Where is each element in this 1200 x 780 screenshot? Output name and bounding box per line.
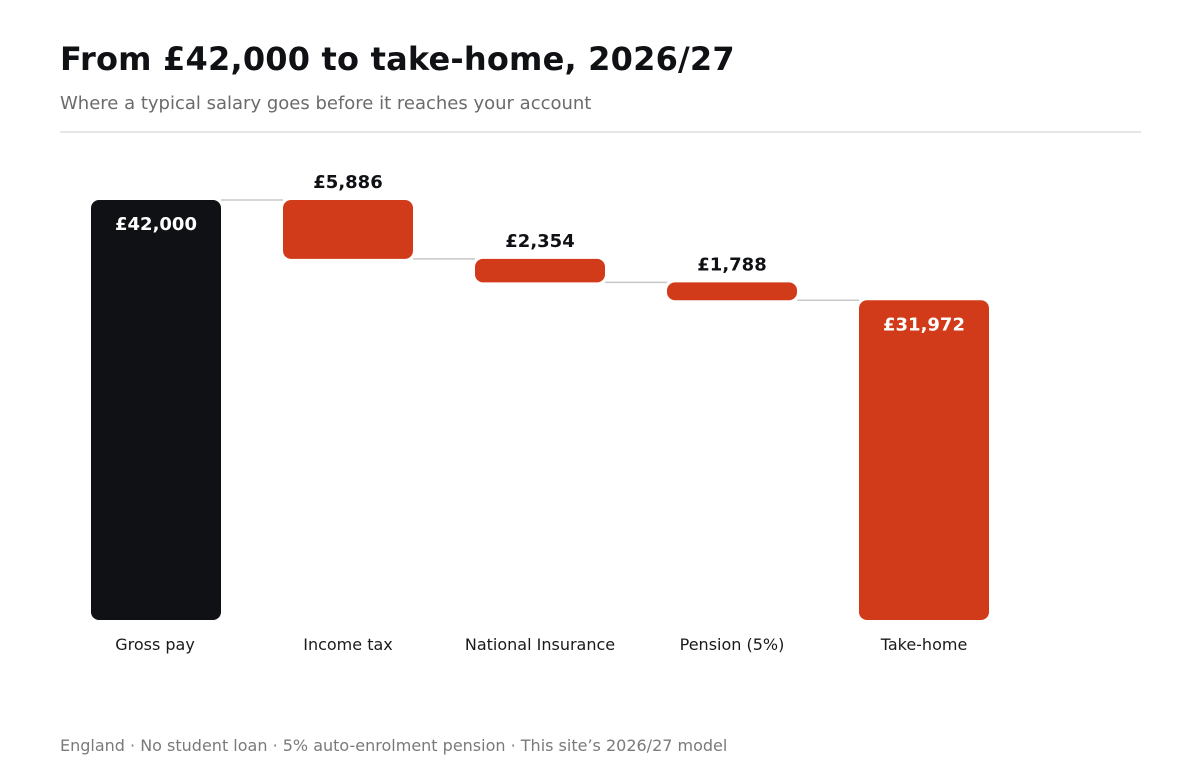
category-label-gross-pay: Gross pay — [115, 635, 195, 654]
category-label-take-home: Take-home — [880, 635, 968, 654]
footer-note: England · No student loan · 5% auto-enro… — [60, 736, 728, 755]
bar-gross-pay — [91, 200, 221, 620]
data-label-income-tax: £5,886 — [313, 172, 382, 193]
category-label-income-tax: Income tax — [303, 635, 393, 654]
bar-pension-5 — [667, 282, 797, 301]
data-label-gross-pay: £42,000 — [115, 214, 197, 235]
bar-take-home — [859, 300, 989, 620]
header-divider — [60, 131, 1141, 133]
category-label-pension-5: Pension (5%) — [680, 635, 785, 654]
data-label-pension-5: £1,788 — [697, 254, 766, 275]
data-label-take-home: £31,972 — [883, 314, 965, 335]
chart-subtitle: Where a typical salary goes before it re… — [60, 93, 592, 114]
bar-income-tax — [283, 200, 413, 259]
chart-title: From £42,000 to take-home, 2026/27 — [60, 40, 735, 78]
category-label-national-insurance: National Insurance — [465, 635, 615, 654]
data-label-national-insurance: £2,354 — [505, 231, 574, 252]
bar-national-insurance — [475, 258, 605, 283]
